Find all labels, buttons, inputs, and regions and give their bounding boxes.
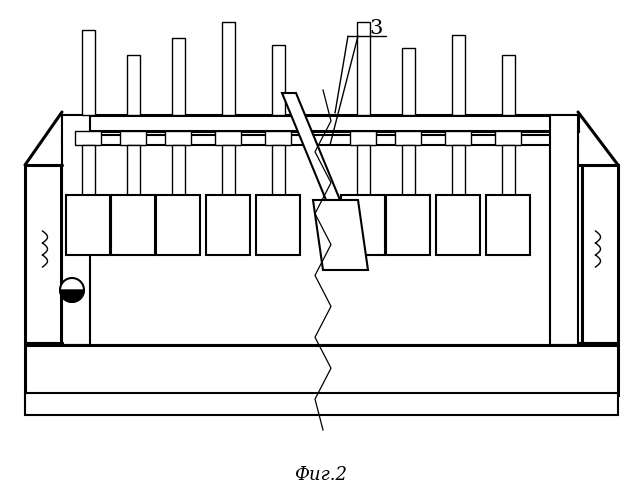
Bar <box>502 55 515 115</box>
Bar <box>357 22 370 115</box>
Bar <box>62 135 578 145</box>
Bar <box>582 165 618 343</box>
Bar <box>215 131 241 145</box>
Bar <box>452 35 465 115</box>
Bar <box>127 145 140 195</box>
Bar <box>111 195 155 255</box>
Bar <box>206 195 250 255</box>
Bar <box>272 45 285 115</box>
Bar <box>127 55 140 115</box>
Bar <box>486 195 530 255</box>
Bar <box>445 131 471 145</box>
Bar <box>62 345 578 357</box>
Bar <box>341 195 385 255</box>
Polygon shape <box>313 200 368 270</box>
Bar <box>156 195 200 255</box>
Bar <box>395 131 421 145</box>
Wedge shape <box>60 290 84 302</box>
Bar <box>120 131 146 145</box>
Bar <box>502 145 515 195</box>
Bar <box>272 145 285 195</box>
Polygon shape <box>282 93 340 200</box>
Bar <box>436 195 480 255</box>
Text: Фиг.2: Фиг.2 <box>294 466 347 484</box>
Circle shape <box>60 278 84 302</box>
Bar <box>452 145 465 195</box>
Bar <box>265 131 291 145</box>
Bar <box>66 195 110 255</box>
Bar <box>25 393 618 415</box>
Bar <box>62 115 90 345</box>
Bar <box>386 195 430 255</box>
Bar <box>25 345 618 395</box>
Bar <box>495 131 521 145</box>
Bar <box>25 165 61 343</box>
Bar <box>402 48 415 115</box>
Bar <box>550 115 578 345</box>
Bar <box>256 195 300 255</box>
Bar <box>82 30 95 115</box>
Bar <box>222 145 235 195</box>
Bar <box>82 145 95 195</box>
Bar <box>350 131 376 145</box>
Bar <box>62 115 578 131</box>
Bar <box>172 145 185 195</box>
Bar <box>75 131 101 145</box>
Bar <box>172 38 185 115</box>
Bar <box>402 145 415 195</box>
Bar <box>165 131 191 145</box>
Bar <box>222 22 235 115</box>
Text: 3: 3 <box>369 18 383 38</box>
Bar <box>357 145 370 195</box>
